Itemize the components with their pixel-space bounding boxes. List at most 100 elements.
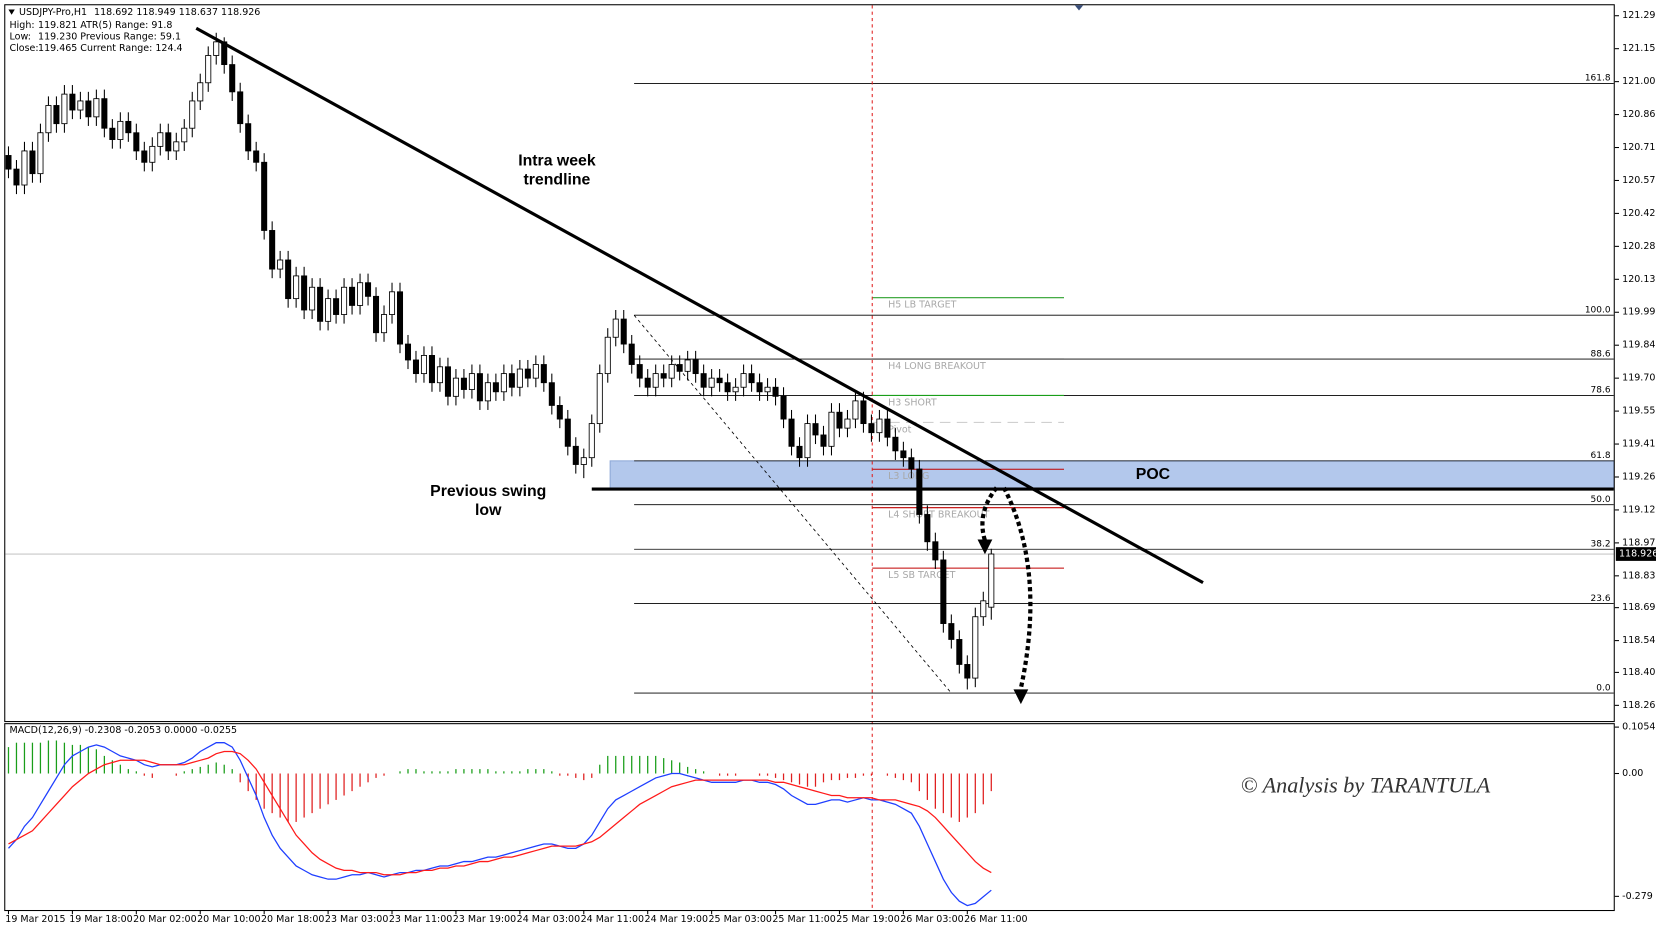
candle-body <box>29 150 36 175</box>
candle-body <box>245 123 252 152</box>
candle-body <box>444 366 451 397</box>
candle-body <box>892 436 899 452</box>
x-tick-label: 26 Mar 03:00 <box>900 914 963 925</box>
candle-body <box>780 395 787 420</box>
info-extra: Current Range: 124.4 <box>80 43 182 54</box>
candle-body <box>109 127 116 140</box>
poc-zone <box>609 460 1615 490</box>
candle-body <box>724 382 731 393</box>
fib-label: 61.8 <box>1591 451 1611 461</box>
candle-body <box>772 386 779 397</box>
candle-body <box>173 141 180 152</box>
candle-body <box>261 161 268 231</box>
fib-label: 23.6 <box>1591 594 1611 604</box>
x-tick-label: 20 Mar 02:00 <box>133 914 196 925</box>
candle-body <box>676 364 683 372</box>
candle-body <box>452 377 459 397</box>
candle-body <box>85 100 92 118</box>
candle-body <box>181 127 188 143</box>
candle-body <box>652 373 659 388</box>
y-tick-label: 119.555 <box>1622 406 1656 417</box>
fib-label: 78.6 <box>1591 386 1611 396</box>
candle-body <box>932 541 939 561</box>
candle-body <box>548 382 555 406</box>
candle-body <box>828 411 835 447</box>
candle-body <box>468 373 475 390</box>
candle-body <box>844 418 851 429</box>
info-label: Low: <box>10 31 31 42</box>
annotation: Intra week <box>518 153 596 170</box>
candle-body <box>37 132 44 175</box>
info-value: 119.465 <box>38 43 77 54</box>
candle-body <box>660 373 667 379</box>
y-tick-label: 120.570 <box>1622 175 1656 186</box>
candle-body <box>884 418 891 438</box>
candle-body <box>5 155 12 170</box>
candle-body <box>516 368 523 388</box>
pivot-label: L5 SB TARGET <box>888 570 955 581</box>
candle-body <box>381 314 388 334</box>
candle-body <box>476 373 483 402</box>
candle-body <box>197 82 204 102</box>
y-tick-label: 119.990 <box>1622 307 1656 318</box>
candle-body <box>125 120 132 134</box>
arrow-head <box>977 539 993 555</box>
candle-body <box>972 616 979 679</box>
x-tick-label: 23 Mar 11:00 <box>389 914 452 925</box>
fib-label: 88.6 <box>1591 349 1611 359</box>
y-tick-label: 118.975 <box>1622 537 1656 548</box>
macd-line <box>8 750 992 876</box>
candle-body <box>492 382 499 393</box>
candle-body <box>836 411 843 429</box>
candle-body <box>365 282 372 297</box>
candle-body <box>636 364 643 379</box>
candle-body <box>756 382 763 393</box>
candle-body <box>796 445 803 459</box>
candle-body <box>436 366 443 384</box>
y-tick-label: 119.120 <box>1622 504 1656 515</box>
candle-body <box>133 132 140 152</box>
arrow-head <box>1013 689 1029 705</box>
candle-body <box>940 559 947 624</box>
candle-body <box>61 93 68 125</box>
symbol: USDJPY-Pro,H1 <box>19 7 87 18</box>
pivot-label: H4 LONG BREAKOUT <box>888 361 986 372</box>
main-panel-border <box>4 4 1615 723</box>
candle-body <box>644 377 651 388</box>
y-tick-label: 121.295 <box>1622 10 1656 21</box>
candle-body <box>237 91 244 125</box>
x-tick-label: 19 Mar 18:00 <box>69 914 132 925</box>
ohlc: 118.692 118.949 118.637 118.926 <box>94 7 260 18</box>
info-label: Close: <box>10 43 39 54</box>
fib-label: 50.0 <box>1591 495 1611 505</box>
x-tick-label: 26 Mar 11:00 <box>964 914 1027 925</box>
overlay: POC <box>8 26 1614 907</box>
info-toggle <box>8 9 15 15</box>
x-tick-label: 25 Mar 19:00 <box>836 914 899 925</box>
candle-body <box>484 382 491 402</box>
candle-body <box>748 373 755 384</box>
candle-body <box>117 120 124 140</box>
pivot-label: L3 LONG <box>888 471 929 482</box>
pivot-label: H3 SHORT <box>888 397 937 408</box>
candle-body <box>77 100 84 111</box>
candle-body <box>165 132 172 152</box>
candle-body <box>349 286 356 306</box>
fib-label: 0.0 <box>1596 683 1611 693</box>
y-tick-label: 120.280 <box>1622 241 1656 252</box>
candle-body <box>764 386 771 393</box>
candle-body <box>804 423 811 459</box>
candle-body <box>149 145 156 163</box>
candle-body <box>564 418 571 447</box>
candle-body <box>309 286 316 311</box>
y-tick-label: 120.135 <box>1622 274 1656 285</box>
candle-body <box>868 423 875 434</box>
candle-body <box>508 373 515 388</box>
candle-body <box>428 355 435 384</box>
y-tick-label: 118.545 <box>1622 635 1656 646</box>
y-tick-label: 120.860 <box>1622 109 1656 120</box>
candle-body <box>612 318 619 338</box>
candle-body <box>69 93 76 111</box>
candle-body <box>388 291 396 315</box>
candle-body <box>205 55 212 84</box>
